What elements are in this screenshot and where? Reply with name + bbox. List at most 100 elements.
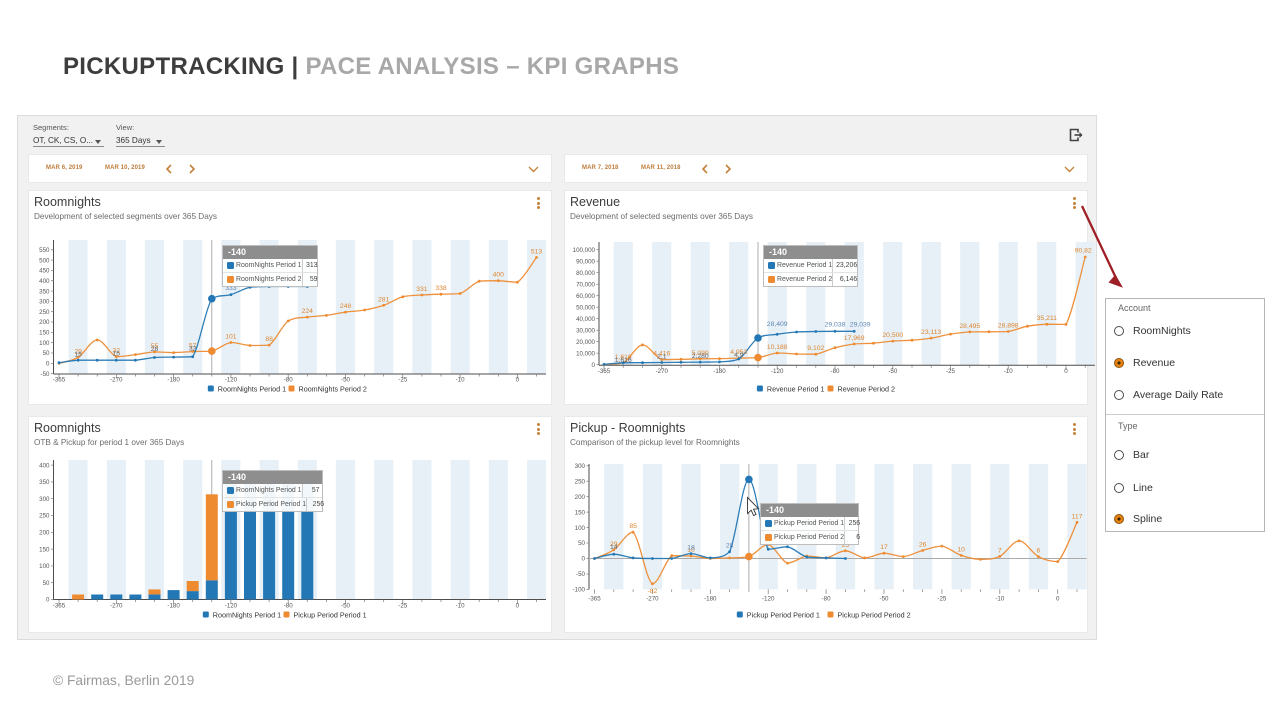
svg-text:0: 0	[1056, 596, 1060, 603]
svg-text:50: 50	[578, 540, 585, 547]
svg-text:350: 350	[39, 479, 50, 486]
svg-text:-100: -100	[573, 587, 586, 594]
svg-text:0: 0	[516, 603, 520, 610]
svg-text:-50: -50	[41, 371, 51, 378]
svg-text:-10: -10	[1004, 368, 1014, 375]
svg-text:-10: -10	[456, 377, 466, 384]
svg-text:100: 100	[39, 340, 50, 347]
svg-text:224: 224	[302, 308, 314, 315]
svg-text:-270: -270	[110, 603, 123, 610]
svg-text:338: 338	[435, 285, 447, 292]
svg-text:2,1: 2,1	[657, 354, 667, 361]
svg-text:-80: -80	[822, 596, 832, 603]
svg-text:Pickup Period Period 2: Pickup Period Period 2	[838, 610, 911, 619]
svg-text:-25: -25	[398, 377, 408, 384]
svg-text:90,82: 90,82	[1075, 248, 1092, 255]
svg-text:300: 300	[39, 496, 50, 503]
svg-text:-25: -25	[398, 603, 408, 610]
svg-text:-365: -365	[588, 596, 601, 603]
svg-text:50: 50	[43, 580, 50, 587]
svg-text:10: 10	[687, 547, 695, 554]
svg-text:RoomNights Period 1: RoomNights Period 1	[213, 610, 281, 619]
svg-text:2,280: 2,280	[692, 353, 709, 360]
svg-text:-80: -80	[284, 377, 294, 384]
svg-text:-365: -365	[598, 368, 611, 375]
svg-text:7: 7	[998, 547, 1002, 554]
svg-text:40,000: 40,000	[576, 316, 595, 323]
svg-text:20,500: 20,500	[882, 332, 903, 339]
svg-text:513: 513	[531, 248, 543, 255]
svg-text:450: 450	[39, 268, 50, 275]
svg-text:-80: -80	[284, 603, 294, 610]
svg-text:10: 10	[957, 546, 965, 553]
svg-text:20,000: 20,000	[576, 339, 595, 346]
svg-text:10,000: 10,000	[576, 350, 595, 357]
svg-text:-50: -50	[341, 603, 351, 610]
svg-text:300: 300	[575, 463, 586, 470]
svg-text:400: 400	[39, 278, 50, 285]
svg-text:-120: -120	[771, 368, 784, 375]
svg-text:60,000: 60,000	[576, 293, 595, 300]
svg-text:-120: -120	[762, 596, 775, 603]
svg-text:0: 0	[582, 556, 586, 563]
svg-text:57: 57	[189, 343, 197, 350]
svg-text:35,211: 35,211	[1037, 315, 1058, 322]
svg-text:14: 14	[610, 544, 618, 551]
svg-text:-180: -180	[713, 368, 726, 375]
svg-text:-10: -10	[456, 603, 466, 610]
svg-text:500: 500	[39, 257, 50, 264]
svg-text:331: 331	[416, 286, 428, 293]
svg-text:50,000: 50,000	[576, 304, 595, 311]
svg-text:350: 350	[39, 288, 50, 295]
svg-text:-25: -25	[937, 596, 947, 603]
svg-text:-180: -180	[167, 377, 180, 384]
svg-text:88: 88	[265, 336, 273, 343]
svg-text:-270: -270	[656, 368, 669, 375]
svg-text:-365: -365	[53, 603, 66, 610]
svg-text:200: 200	[39, 319, 50, 326]
svg-text:29: 29	[610, 541, 618, 548]
svg-text:281: 281	[378, 296, 390, 303]
svg-text:333: 333	[225, 285, 237, 292]
svg-text:Revenue Period 1: Revenue Period 1	[767, 384, 825, 393]
svg-text:32: 32	[189, 346, 197, 353]
svg-text:4,416: 4,416	[653, 351, 670, 358]
svg-text:100,000: 100,000	[573, 247, 596, 254]
svg-text:28: 28	[151, 346, 159, 353]
svg-text:29,039: 29,039	[850, 321, 871, 328]
svg-text:-120: -120	[225, 603, 238, 610]
svg-text:30,000: 30,000	[576, 327, 595, 334]
svg-text:-365: -365	[53, 377, 66, 384]
svg-text:Pickup Period Period 1: Pickup Period Period 1	[747, 610, 820, 619]
svg-text:5,090: 5,090	[692, 350, 709, 357]
svg-text:RoomNights Period 2: RoomNights Period 2	[299, 384, 367, 393]
svg-text:-50: -50	[341, 377, 351, 384]
svg-text:150: 150	[39, 330, 50, 337]
svg-text:1,616: 1,616	[615, 354, 632, 361]
svg-text:248: 248	[340, 303, 352, 310]
svg-text:90,000: 90,000	[576, 258, 595, 265]
svg-text:0: 0	[46, 597, 50, 604]
svg-text:85: 85	[629, 523, 637, 530]
svg-text:80,000: 80,000	[576, 270, 595, 277]
svg-text:200: 200	[39, 530, 50, 537]
svg-text:250: 250	[39, 513, 50, 520]
svg-text:150: 150	[39, 546, 50, 553]
svg-text:117: 117	[1072, 513, 1083, 520]
svg-text:Revenue Period 2: Revenue Period 2	[838, 384, 896, 393]
svg-text:100: 100	[39, 563, 50, 570]
svg-text:28,495: 28,495	[959, 323, 980, 330]
svg-text:29: 29	[74, 348, 82, 355]
svg-text:10,188: 10,188	[767, 344, 788, 351]
svg-text:17: 17	[880, 544, 888, 551]
svg-text:25: 25	[842, 542, 850, 549]
svg-text:-25: -25	[946, 368, 956, 375]
svg-text:-180: -180	[167, 603, 180, 610]
svg-text:-180: -180	[704, 596, 717, 603]
svg-text:150: 150	[575, 509, 586, 516]
svg-text:15: 15	[74, 351, 82, 358]
svg-text:-50: -50	[888, 368, 898, 375]
svg-text:4,953: 4,953	[730, 349, 747, 356]
svg-text:1,616: 1,616	[615, 357, 632, 364]
svg-text:23,113: 23,113	[921, 329, 942, 336]
